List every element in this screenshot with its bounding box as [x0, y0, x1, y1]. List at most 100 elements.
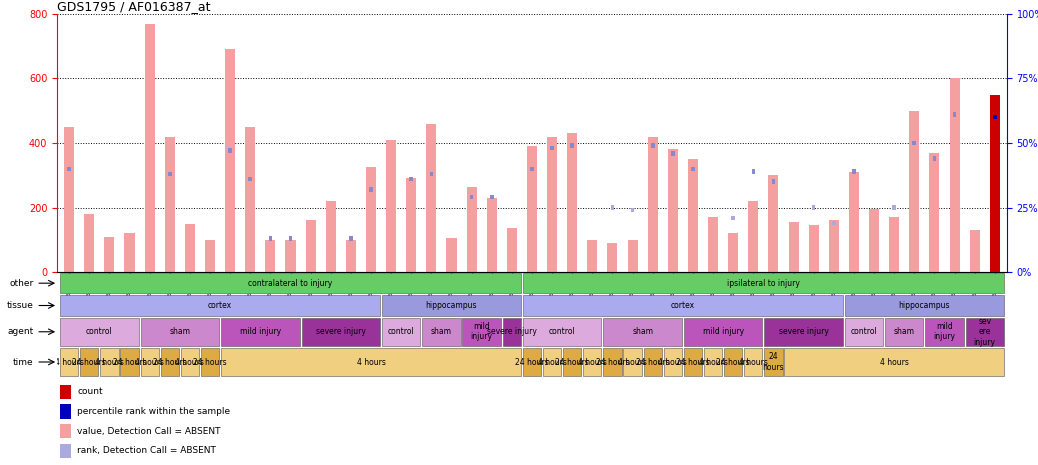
Bar: [708, 217, 718, 272]
Bar: [684, 318, 763, 345]
Bar: [490, 195, 493, 199]
Bar: [563, 348, 581, 376]
Bar: [326, 201, 335, 272]
Text: severe injury: severe injury: [778, 327, 828, 336]
Bar: [607, 243, 618, 272]
Bar: [266, 240, 275, 272]
Text: control: control: [549, 327, 575, 336]
Bar: [60, 444, 71, 458]
Bar: [305, 220, 316, 272]
Text: rank, Detection Call = ABSENT: rank, Detection Call = ABSENT: [77, 446, 216, 455]
Bar: [523, 348, 541, 376]
Text: mild
injury: mild injury: [470, 322, 493, 341]
Text: 24 hours: 24 hours: [113, 358, 146, 366]
Bar: [60, 295, 380, 316]
Bar: [547, 137, 557, 272]
Text: sham: sham: [169, 327, 190, 336]
Bar: [301, 318, 380, 345]
Bar: [648, 137, 658, 272]
Text: hippocampus: hippocampus: [899, 301, 950, 310]
Text: 4 hours: 4 hours: [94, 358, 124, 366]
Bar: [688, 159, 698, 272]
Bar: [64, 127, 74, 272]
Bar: [869, 209, 879, 272]
Text: 4 hours: 4 hours: [658, 358, 687, 366]
Bar: [885, 318, 924, 345]
Text: 24 hours: 24 hours: [193, 358, 227, 366]
Bar: [764, 318, 843, 345]
Bar: [969, 230, 980, 272]
Bar: [60, 318, 139, 345]
Text: ipsilateral to injury: ipsilateral to injury: [727, 279, 800, 288]
Bar: [269, 236, 272, 241]
Bar: [487, 198, 497, 272]
Bar: [527, 146, 537, 272]
Bar: [463, 318, 501, 345]
Bar: [845, 318, 883, 345]
Bar: [84, 214, 94, 272]
Text: cortex: cortex: [671, 301, 695, 310]
Bar: [890, 217, 899, 272]
Bar: [60, 348, 78, 376]
Text: 24 hours: 24 hours: [596, 358, 629, 366]
Text: tissue: tissue: [6, 301, 33, 310]
Bar: [752, 169, 755, 173]
Text: 24 hours: 24 hours: [636, 358, 670, 366]
Text: 24 hours: 24 hours: [515, 358, 549, 366]
Bar: [221, 348, 521, 376]
Bar: [550, 146, 554, 150]
Bar: [523, 318, 601, 345]
Bar: [925, 318, 963, 345]
Bar: [366, 167, 376, 272]
Text: 4 hours: 4 hours: [619, 358, 647, 366]
Bar: [346, 240, 356, 272]
Bar: [610, 205, 614, 210]
Text: 4 hours: 4 hours: [538, 358, 567, 366]
Bar: [993, 115, 996, 120]
Bar: [466, 186, 476, 272]
Bar: [349, 236, 353, 241]
Bar: [285, 240, 296, 272]
Bar: [912, 141, 917, 145]
Bar: [651, 143, 655, 148]
Bar: [446, 238, 457, 272]
Text: value, Detection Call = ABSENT: value, Detection Call = ABSENT: [77, 427, 221, 436]
Bar: [165, 137, 174, 272]
Bar: [60, 404, 71, 418]
Bar: [832, 221, 836, 225]
Text: 24 hours: 24 hours: [676, 358, 710, 366]
Bar: [768, 175, 778, 272]
Bar: [932, 156, 936, 161]
Bar: [764, 348, 783, 376]
Bar: [161, 348, 179, 376]
Text: 24 hours: 24 hours: [73, 358, 106, 366]
Bar: [507, 228, 517, 272]
Text: control: control: [388, 327, 414, 336]
Bar: [386, 140, 397, 272]
Bar: [744, 348, 763, 376]
Bar: [201, 348, 219, 376]
Bar: [67, 166, 71, 171]
Bar: [427, 124, 436, 272]
Bar: [953, 113, 956, 117]
Bar: [80, 348, 99, 376]
Text: time: time: [12, 358, 33, 366]
Bar: [470, 195, 473, 199]
Bar: [382, 295, 521, 316]
Text: 4 hours: 4 hours: [357, 358, 385, 366]
Bar: [624, 348, 641, 376]
Text: contralateral to injury: contralateral to injury: [248, 279, 332, 288]
Bar: [422, 318, 461, 345]
Text: mild injury: mild injury: [703, 327, 743, 336]
Bar: [789, 222, 798, 272]
Bar: [60, 385, 71, 399]
Bar: [225, 49, 236, 272]
Bar: [828, 220, 839, 272]
Bar: [185, 224, 195, 272]
Bar: [120, 348, 139, 376]
Text: hippocampus: hippocampus: [426, 301, 477, 310]
Bar: [543, 348, 562, 376]
Bar: [289, 236, 293, 241]
Bar: [168, 172, 171, 176]
Bar: [667, 149, 678, 272]
